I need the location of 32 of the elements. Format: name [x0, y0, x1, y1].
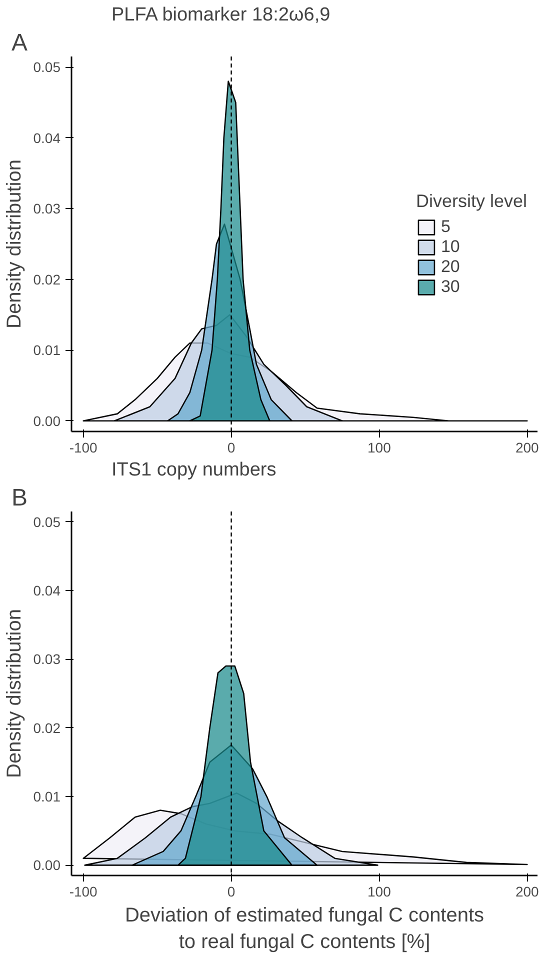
- y-tick-label: 0.01: [33, 342, 61, 358]
- chart-title: ITS1 copy numbers: [112, 460, 276, 480]
- y-tick-label: 0.01: [33, 788, 61, 805]
- y-tick-label: 0.05: [33, 59, 61, 76]
- x-tick-label: 200: [515, 884, 540, 900]
- y-tick-label: 0.05: [33, 514, 61, 530]
- y-tick-label: 0.03: [33, 651, 61, 668]
- y-tick-label: 0.02: [33, 720, 61, 736]
- x-tick-label: -100: [69, 884, 98, 900]
- legend-label: 5: [440, 216, 452, 236]
- x-tick-label: 100: [368, 440, 392, 456]
- text: B: [12, 484, 28, 512]
- y-tick-label: 0.04: [33, 130, 61, 146]
- y-tick-label: 0.04: [33, 582, 61, 598]
- y-tick-label: 0.00: [33, 412, 61, 429]
- x-tick-label: 200: [515, 440, 540, 456]
- x-tick-label: 0: [227, 884, 236, 900]
- y-tick-label: 0.02: [33, 271, 61, 288]
- chart-title: PLFA biomarker 18:2ω6,9: [112, 4, 330, 26]
- x-tick-label: 0: [227, 440, 236, 456]
- y-axis-title: Density distribution: [3, 160, 26, 328]
- legend-label: 20: [440, 256, 461, 276]
- legend-title: Diversity level: [416, 190, 527, 212]
- x-tick-label: 100: [368, 884, 392, 900]
- legend-label: 10: [440, 236, 461, 256]
- y-tick-label: 0.03: [33, 200, 61, 217]
- x-tick-label: -100: [69, 440, 98, 456]
- x-axis-title: Deviation of estimated fungal C contents to real fungal C contents [%]: [124, 904, 484, 953]
- y-axis-title: Density distribution: [3, 609, 26, 778]
- y-tick-label: 0.00: [33, 857, 61, 874]
- text: A: [12, 30, 28, 56]
- legend-label: 30: [440, 276, 461, 296]
